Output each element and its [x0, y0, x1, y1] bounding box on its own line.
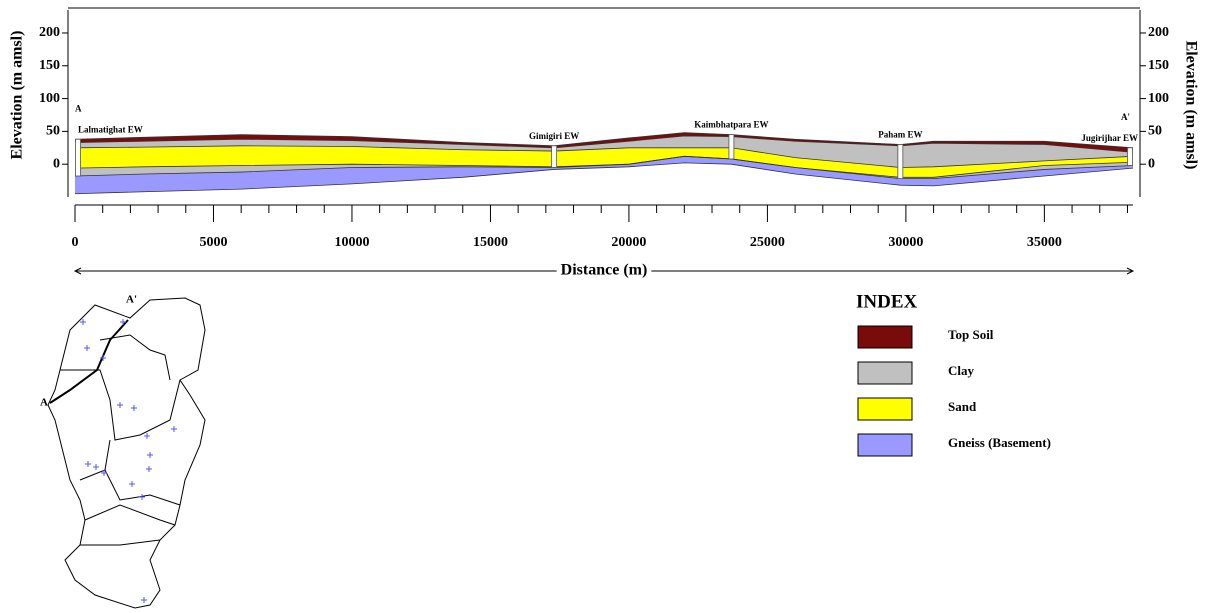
x-tick-label: 5000	[199, 235, 227, 250]
section-end-label: A'	[1121, 112, 1130, 122]
section-start-label: A	[75, 103, 82, 113]
legend-label: Clay	[948, 363, 975, 378]
y2-tick-label: 50	[1148, 124, 1162, 139]
well-casing	[1128, 148, 1133, 166]
x-tick-label: 0	[72, 235, 79, 250]
legend-title: INDEX	[856, 291, 918, 312]
y2-tick-label: 100	[1148, 91, 1169, 106]
y-tick-label: 100	[39, 91, 60, 106]
figure: A A' Lalmatighat EW Gimigiri EW Kaimbhatpa…	[0, 0, 1207, 613]
x-tick-label: 10000	[334, 235, 369, 250]
well-casing	[898, 145, 903, 179]
x-tick-label: 25000	[750, 235, 785, 250]
x-tick-label: 35000	[1027, 235, 1062, 250]
x-tick-label: 30000	[888, 235, 923, 250]
well-casing	[76, 139, 81, 176]
map-outline	[48, 298, 205, 608]
well-symbols	[80, 319, 177, 603]
location-map	[48, 298, 205, 608]
legend-swatch	[858, 362, 912, 384]
well-label: Jugirijhar EW	[1081, 133, 1138, 143]
map-end-label: A'	[126, 294, 137, 306]
y2-axis-label: Elevation (m amsl)	[1182, 41, 1199, 170]
x-axis-label: Distance (m)	[561, 262, 648, 279]
y-tick-label: 50	[46, 124, 60, 139]
well-label: Kaimbhatpara EW	[694, 120, 768, 130]
y-tick-label: 200	[39, 25, 60, 40]
well-casing	[729, 135, 734, 159]
legend-swatch	[858, 326, 912, 348]
map-boundary	[60, 335, 180, 545]
y2-tick-label: 200	[1148, 25, 1169, 40]
legend-swatch	[858, 434, 912, 456]
legend-swatch	[858, 398, 912, 420]
x-tick-label: 20000	[611, 235, 646, 250]
y2-tick-label: 150	[1148, 58, 1169, 73]
y-tick-label: 150	[39, 58, 60, 73]
y-tick-label: 0	[53, 156, 60, 171]
y2-tick-label: 0	[1148, 156, 1155, 171]
y-axis-label: Elevation (m amsl)	[9, 31, 26, 160]
well-label: Paham EW	[878, 130, 922, 140]
well-label: Gimigiri EW	[529, 131, 579, 141]
legend-label: Top Soil	[948, 327, 994, 342]
legend-label: Gneiss (Basement)	[948, 435, 1051, 450]
well-symbol	[80, 319, 177, 603]
x-tick-label: 15000	[473, 235, 508, 250]
well-casing	[552, 146, 557, 168]
legend-label: Sand	[948, 399, 977, 414]
well-label: Lalmatighat EW	[78, 124, 143, 134]
map-start-label: A	[40, 397, 48, 409]
